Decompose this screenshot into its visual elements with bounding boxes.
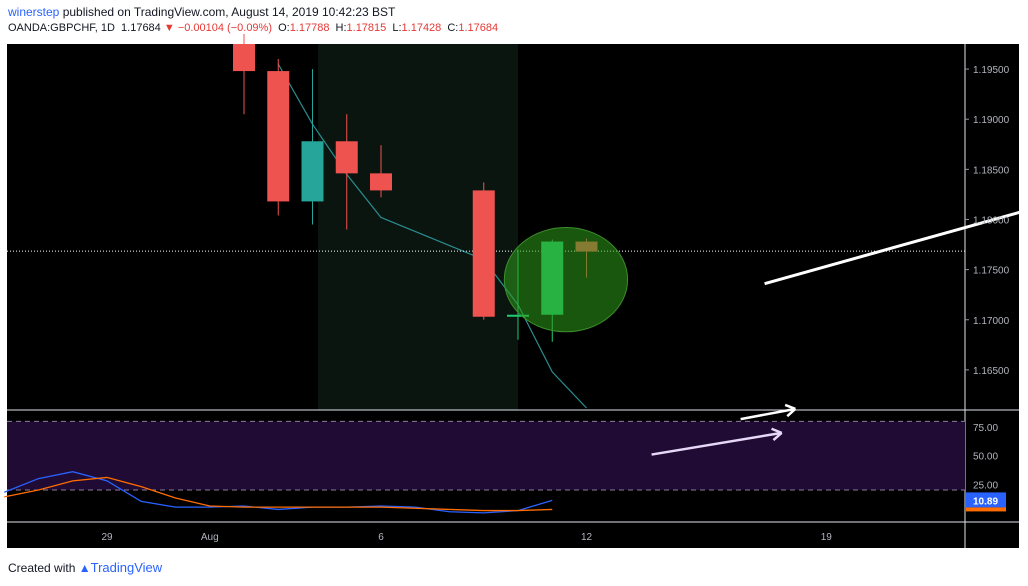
stoch-d-line (4, 476, 553, 512)
price-tick-label: 1.19000 (973, 115, 1010, 126)
high-value: 1.17815 (346, 22, 387, 34)
arrow-head (784, 403, 796, 411)
trend-line-drawing[interactable] (764, 133, 1028, 286)
low-label: L: (392, 22, 402, 34)
down-triangle-icon: ▼ (163, 22, 175, 34)
candle-body (507, 314, 529, 317)
arrow-head (786, 407, 797, 418)
high-label: H: (335, 22, 347, 34)
candle-body (335, 141, 358, 174)
stoch-value-badge (966, 492, 1006, 508)
candle-body (267, 71, 290, 202)
moving-average-line (277, 63, 587, 409)
open-label: O: (278, 22, 290, 34)
created-with-text: Created with (8, 561, 76, 575)
price-tick-label: 1.18500 (973, 165, 1010, 176)
open-value: 1.17788 (289, 22, 330, 34)
symbol-name[interactable]: OANDA:GBPCHF, 1D (8, 22, 115, 34)
arrow-drawing[interactable] (651, 431, 782, 456)
stoch-k-line (4, 471, 553, 514)
price-tick-label: 1.19500 (973, 65, 1010, 76)
footer: Created with ▲TradingView (8, 560, 162, 575)
last-price: 1.17684 (121, 22, 161, 34)
time-tick-label: 19 (821, 532, 833, 543)
price-tick-label: 1.16500 (973, 366, 1010, 377)
candle-body (472, 190, 495, 317)
stoch-tick-label: 25.00 (973, 480, 998, 491)
arrow-head (772, 431, 783, 442)
candle-body (301, 141, 324, 202)
published-text: published on TradingView.com, August 14,… (62, 5, 396, 19)
time-tick-label: 29 (101, 532, 113, 543)
tradingview-brand[interactable]: TradingView (90, 560, 163, 575)
price-tick-label: 1.17000 (973, 316, 1010, 327)
stoch-value-label: 10.89 (973, 496, 998, 507)
symbol-legend: OANDA:GBPCHF, 1D 1.17684 ▼ −0.00104 (−0.… (8, 22, 498, 34)
stoch-tick-label: 75.00 (973, 423, 998, 434)
close-label: C: (447, 22, 459, 34)
price-change: −0.00104 (−0.09%) (177, 22, 272, 34)
arrow-head (771, 427, 783, 435)
stoch-band (7, 421, 965, 490)
time-tick-label: 6 (378, 532, 384, 543)
low-value: 1.17428 (401, 22, 442, 34)
highlight-ellipse-drawing[interactable] (503, 227, 629, 333)
price-tick-label: 1.17500 (973, 266, 1010, 277)
publish-header: winerstep published on TradingView.com, … (8, 5, 395, 19)
stoch-d-value-badge (966, 507, 1006, 512)
arrow-drawing[interactable] (740, 407, 796, 421)
time-tick-label: 12 (581, 532, 593, 543)
author-link[interactable]: winerstep (8, 5, 60, 19)
candle-body (233, 44, 255, 72)
stoch-tick-label: 50.00 (973, 452, 998, 463)
price-tick-label: 1.18000 (973, 215, 1010, 226)
close-value: 1.17684 (458, 22, 499, 34)
candle-body (370, 173, 392, 191)
tradingview-logo-icon: ▲ (78, 561, 91, 575)
time-tick-label: Aug (201, 532, 219, 543)
